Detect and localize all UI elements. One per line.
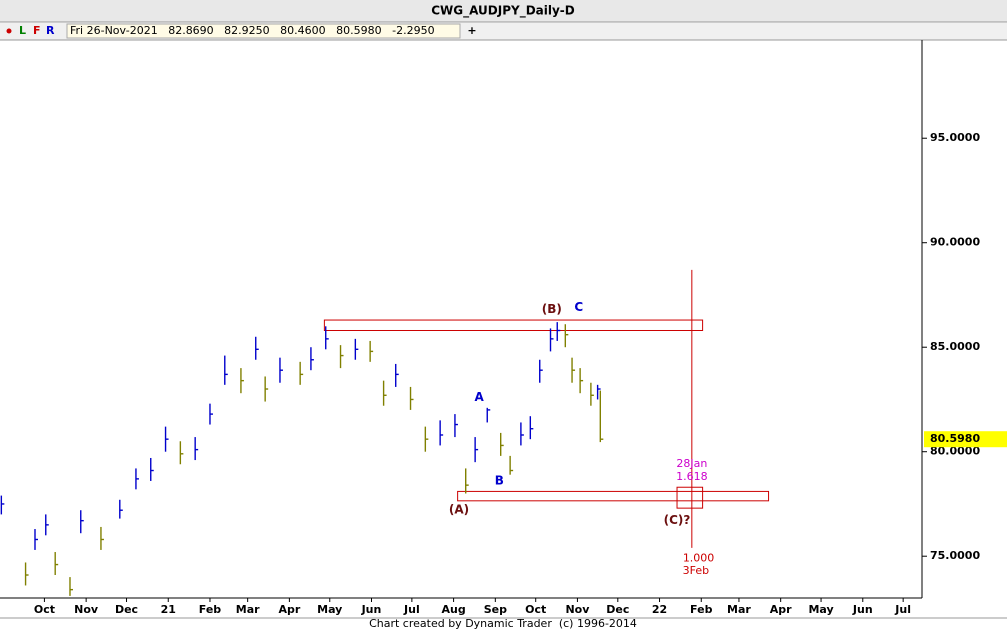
x-tick-label: Jul [403, 603, 420, 616]
zone-box [323, 319, 704, 331]
x-tick-label: Sep [484, 603, 507, 616]
x-tick-label: Mar [727, 603, 751, 616]
footer: Chart created by Dynamic Trader (c) 1996… [369, 617, 637, 630]
x-tick-label: Mar [236, 603, 260, 616]
info-box [66, 23, 461, 39]
x-tick-label: Dec [606, 603, 629, 616]
annotation: C [574, 300, 583, 314]
x-tick-label: Jun [852, 603, 873, 616]
toolbar-l[interactable]: L [19, 24, 26, 37]
x-tick-label: Nov [74, 603, 99, 616]
y-tick-label: 95.0000 [930, 131, 980, 144]
last-price-label: 80.5980 [930, 432, 980, 445]
x-tick-label: Jul [894, 603, 911, 616]
annotation: B [495, 473, 504, 487]
annotation: 1.000 [683, 551, 715, 564]
annotation: (A) [449, 503, 469, 517]
x-tick-label: 21 [161, 603, 176, 616]
x-tick-label: Oct [525, 603, 546, 616]
y-tick-label: 85.0000 [930, 340, 980, 353]
zone-box [676, 486, 704, 509]
info-text: Fri 26-Nov-2021 82.8690 82.9250 80.4600 … [70, 24, 435, 37]
annotation: 3Feb [683, 564, 709, 577]
x-tick-label: Apr [278, 603, 300, 616]
x-tick-label: Aug [441, 603, 465, 616]
y-tick-label: 90.0000 [930, 236, 980, 249]
x-tick-label: Jun [361, 603, 382, 616]
y-tick-label: 75.0000 [930, 549, 980, 562]
x-tick-label: Dec [115, 603, 138, 616]
zone-box [457, 490, 770, 502]
x-tick-label: Feb [690, 603, 713, 616]
x-tick-label: Feb [199, 603, 222, 616]
toolbar-f[interactable]: F [33, 24, 41, 37]
annotation: A [475, 390, 485, 404]
y-tick-label: 80.0000 [930, 445, 980, 458]
x-tick-label: May [808, 603, 833, 616]
last-price-box [924, 431, 1007, 448]
record-dot[interactable] [6, 28, 12, 34]
toolbar-plus[interactable]: + [467, 24, 476, 37]
title-bar [0, 0, 1007, 22]
x-tick-label: May [317, 603, 342, 616]
annotation: 1.618 [676, 470, 708, 483]
x-tick-label: Apr [770, 603, 792, 616]
toolbar-r[interactable]: R [46, 24, 55, 37]
x-tick-label: 22 [652, 603, 667, 616]
x-tick-label: Oct [34, 603, 55, 616]
annotation: (C)? [664, 513, 691, 527]
chart-title: CWG_AUDJPY_Daily-D [431, 4, 575, 19]
x-tick-label: Nov [565, 603, 590, 616]
annotation: (B) [542, 302, 562, 316]
annotation: 28Jan [676, 457, 707, 470]
